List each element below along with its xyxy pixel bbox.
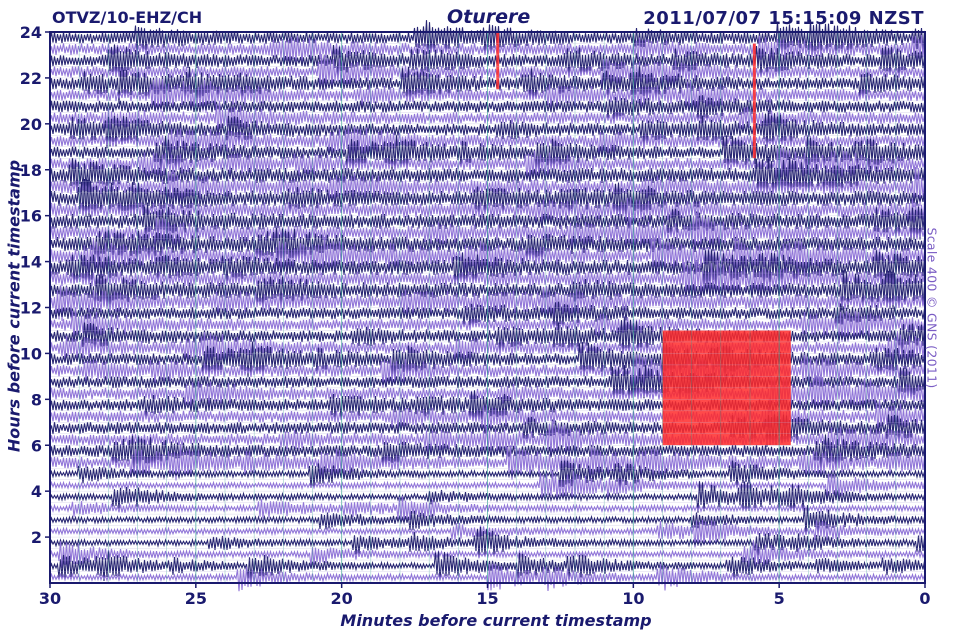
- trace-row: [49, 178, 926, 218]
- scale-note: Scale 400 © GNS (2011): [924, 227, 940, 389]
- x-tick-label: 20: [331, 589, 353, 608]
- event-highlight: [496, 32, 500, 90]
- trace-row: [49, 285, 926, 322]
- trace-row: [49, 496, 926, 522]
- y-tick-label: 20: [20, 115, 42, 134]
- trace-row: [49, 125, 926, 158]
- trace-row: [49, 249, 926, 286]
- trace-row: [49, 236, 926, 276]
- station-title: Oturere: [447, 6, 531, 28]
- y-tick-label: 10: [20, 344, 42, 363]
- y-tick-label: 14: [20, 253, 42, 272]
- trace-row: [49, 434, 926, 468]
- trace-row: [49, 227, 926, 263]
- trace-row: [49, 34, 926, 67]
- trace-row: [49, 540, 926, 569]
- x-axis-ticks: 30 25 20 15 10 5 0: [39, 583, 931, 608]
- trace-row: [49, 65, 926, 105]
- trace-row: [49, 212, 926, 253]
- trace-row: [49, 563, 926, 592]
- trace-row: [49, 307, 926, 344]
- trace-row: [49, 54, 926, 90]
- trace-row: [49, 166, 926, 208]
- trace-row: [49, 460, 926, 488]
- x-tick-label: 15: [476, 589, 498, 608]
- trace-row: [49, 197, 926, 225]
- trace-row: [49, 19, 926, 56]
- trace-row: [49, 270, 926, 311]
- trace-row: [49, 481, 926, 513]
- y-tick-label: 12: [20, 299, 42, 318]
- y-tick-label: 16: [20, 207, 42, 226]
- y-tick-label: 8: [31, 390, 42, 409]
- x-axis-label: Minutes before current timestamp: [340, 611, 652, 630]
- trace-row: [49, 77, 926, 113]
- x-tick-label: 30: [39, 589, 61, 608]
- timestamp: 2011/07/07 15:15:09 NZST: [643, 8, 924, 29]
- trace-row: [49, 526, 926, 558]
- y-tick-label: 22: [20, 69, 42, 88]
- trace-row: [49, 135, 926, 171]
- y-tick-label: 2: [31, 528, 42, 547]
- y-axis-label: Hours before current timestamp: [4, 159, 24, 453]
- trace-row: [49, 445, 926, 481]
- trace-row: [49, 505, 926, 535]
- x-tick-label: 10: [622, 589, 644, 608]
- trace-row: [49, 44, 926, 77]
- y-tick-label: 4: [31, 482, 42, 501]
- trace-row: [49, 147, 926, 181]
- trace-row: [49, 471, 926, 500]
- trace-row: [49, 100, 926, 136]
- trace-row: [49, 95, 926, 120]
- x-tick-label: 25: [185, 589, 207, 608]
- gridlines: [49, 31, 926, 584]
- station-code: OTVZ/10-EHZ/CH: [52, 8, 203, 27]
- x-tick-label: 5: [774, 589, 785, 608]
- x-tick-label: 0: [919, 589, 930, 608]
- y-tick-label: 6: [31, 436, 42, 455]
- trace-row: [49, 301, 926, 327]
- trace-row: [49, 110, 926, 149]
- trace-row: [49, 551, 926, 582]
- y-tick-label: 18: [20, 161, 42, 180]
- trace-row: [49, 519, 926, 548]
- y-tick-label: 24: [20, 23, 42, 42]
